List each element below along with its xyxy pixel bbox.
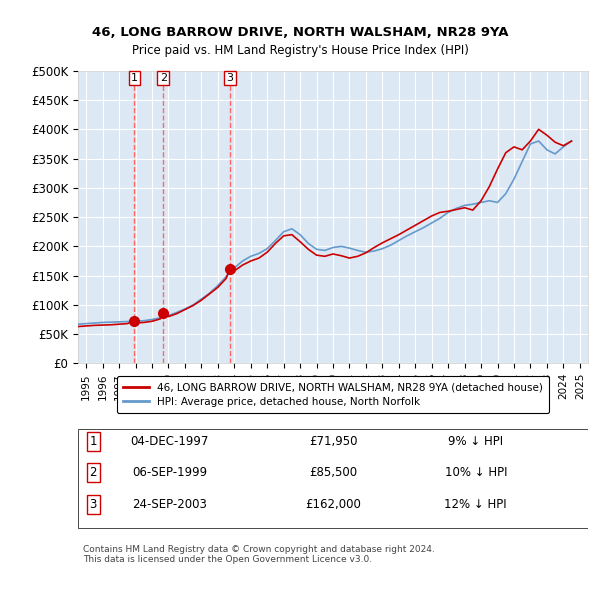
Text: 1: 1	[89, 435, 97, 448]
Text: 3: 3	[226, 73, 233, 83]
Text: 2: 2	[160, 73, 167, 83]
Text: £162,000: £162,000	[305, 497, 361, 511]
Text: 12% ↓ HPI: 12% ↓ HPI	[445, 497, 507, 511]
Text: 3: 3	[89, 497, 97, 511]
Text: 9% ↓ HPI: 9% ↓ HPI	[448, 435, 503, 448]
Text: £85,500: £85,500	[309, 466, 357, 479]
Text: 1: 1	[131, 73, 138, 83]
Text: Price paid vs. HM Land Registry's House Price Index (HPI): Price paid vs. HM Land Registry's House …	[131, 44, 469, 57]
Legend: 46, LONG BARROW DRIVE, NORTH WALSHAM, NR28 9YA (detached house), HPI: Average pr: 46, LONG BARROW DRIVE, NORTH WALSHAM, NR…	[116, 376, 550, 413]
Text: 10% ↓ HPI: 10% ↓ HPI	[445, 466, 507, 479]
Text: 46, LONG BARROW DRIVE, NORTH WALSHAM, NR28 9YA: 46, LONG BARROW DRIVE, NORTH WALSHAM, NR…	[92, 26, 508, 39]
Text: Contains HM Land Registry data © Crown copyright and database right 2024.
This d: Contains HM Land Registry data © Crown c…	[83, 545, 435, 564]
Text: 2: 2	[89, 466, 97, 479]
Text: 24-SEP-2003: 24-SEP-2003	[133, 497, 207, 511]
Text: 06-SEP-1999: 06-SEP-1999	[132, 466, 208, 479]
Text: 04-DEC-1997: 04-DEC-1997	[131, 435, 209, 448]
Text: £71,950: £71,950	[309, 435, 357, 448]
